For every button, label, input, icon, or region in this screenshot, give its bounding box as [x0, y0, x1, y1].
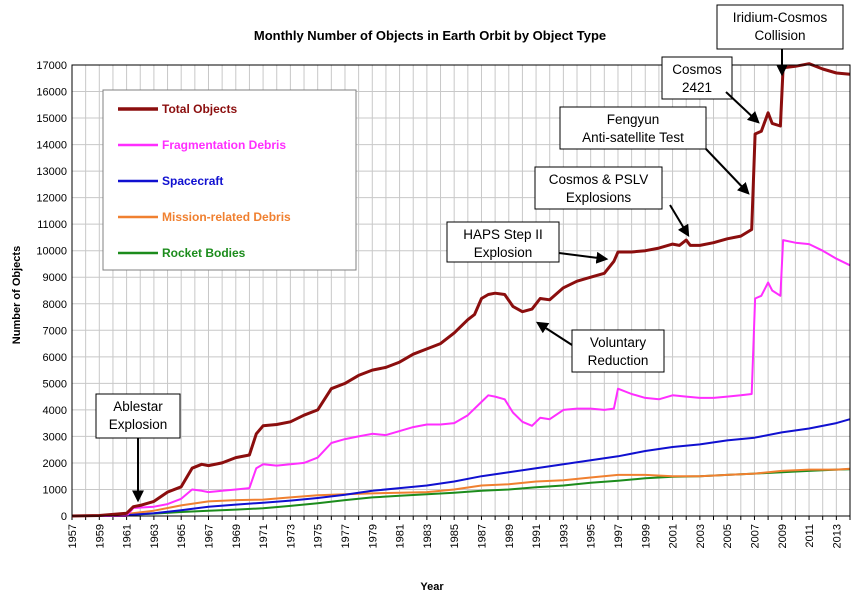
y-tick-label: 5000 — [43, 378, 67, 390]
x-tick-label: 1987 — [476, 524, 488, 548]
series-line-fragmentation-debris — [72, 239, 851, 517]
y-tick-label: 3000 — [43, 431, 67, 443]
annotation-box — [716, 4, 844, 50]
x-tick-label: 1995 — [586, 524, 598, 548]
plot-frame — [71, 64, 851, 517]
y-tick-label: 17000 — [36, 60, 67, 72]
y-tick-label: 4000 — [43, 405, 67, 417]
y-tick-label: 1000 — [43, 484, 67, 496]
annotation-text: Anti-satellite Test — [582, 130, 684, 145]
legend-label-mission-related-debris: Mission-related Debris — [162, 210, 291, 224]
y-tick-label: 14000 — [36, 140, 67, 152]
x-tick-label: 2009 — [777, 524, 789, 548]
annotation-arrow — [558, 251, 609, 264]
annotation-box — [446, 221, 560, 263]
annotation-text: Iridium-Cosmos — [733, 10, 828, 25]
annotation-box — [661, 56, 733, 100]
x-tick-label: 1985 — [449, 524, 461, 548]
x-tick-label: 1997 — [613, 524, 625, 548]
x-tick-label: 1959 — [94, 524, 106, 548]
annotation-text: HAPS Step II — [463, 227, 543, 242]
annotation-text: Explosion — [474, 245, 533, 260]
legend: Total Objects Fragmentation Debris Spacecr… — [102, 89, 357, 271]
annotation-box — [559, 106, 707, 150]
x-tick-label: 1973 — [285, 524, 297, 548]
x-axis: 1957 1959 1961 1963 1965 1967 1969 1971 1973 1975… — [67, 516, 851, 548]
x-tick-label: 1967 — [203, 524, 215, 548]
x-tick-label: 2013 — [831, 524, 843, 548]
annotation-text: Ablestar — [113, 399, 163, 414]
annotation-arrow — [669, 204, 690, 238]
y-tick-label: 16000 — [36, 87, 67, 99]
y-tick-label: 0 — [61, 511, 67, 523]
y-tick-label: 11000 — [37, 219, 67, 231]
y-tick-label: 2000 — [43, 458, 67, 470]
x-tick-label: 1983 — [422, 524, 434, 548]
x-tick-label: 2001 — [668, 524, 680, 548]
x-tick-label: 1999 — [640, 524, 652, 548]
legend-label-rocket-bodies: Rocket Bodies — [162, 246, 246, 260]
legend-label-total-objects: Total Objects — [162, 102, 237, 116]
x-tick-label: 1993 — [558, 524, 570, 548]
chart-title: Monthly Number of Objects in Earth Orbit… — [254, 28, 606, 43]
x-tick-label: 1991 — [531, 524, 543, 548]
annotation-text: Reduction — [588, 353, 649, 368]
y-tick-label: 6000 — [43, 352, 67, 364]
x-tick-label: 2003 — [695, 524, 707, 548]
x-tick-label: 1957 — [67, 524, 79, 548]
annotation-text: Voluntary — [590, 335, 647, 350]
x-axis-label: Year — [420, 581, 444, 593]
y-tick-label: 12000 — [36, 193, 67, 205]
legend-label-fragmentation-debris: Fragmentation Debris — [162, 138, 286, 152]
x-tick-label: 1981 — [395, 524, 407, 548]
y-tick-label: 13000 — [36, 166, 67, 178]
annotation-text: Fengyun — [607, 112, 660, 127]
series-line-spacecraft — [71, 418, 851, 517]
annotation-box — [95, 393, 181, 439]
x-tick-label: 1979 — [367, 524, 379, 548]
x-tick-label: 1963 — [149, 524, 161, 548]
y-axis-label: Number of Objects — [11, 246, 23, 344]
y-tick-label: 9000 — [43, 272, 67, 284]
y-tick-label: 15000 — [36, 113, 67, 125]
x-tick-label: 2005 — [722, 524, 734, 548]
annotation-arrow — [725, 91, 760, 124]
x-tick-label: 1975 — [313, 524, 325, 548]
annotation-text: Collision — [754, 28, 805, 43]
y-axis: 0 1000 2000 3000 4000 5000 6000 7000 8000 9000 100… — [36, 60, 67, 523]
annotations: Ablestar Explosion HAPS Step II Explosion Vo… — [95, 4, 844, 503]
x-tick-label: 1961 — [122, 524, 134, 548]
y-tick-label: 8000 — [43, 299, 67, 311]
x-tick-label: 1965 — [176, 524, 188, 548]
annotation-text: Explosion — [109, 417, 168, 432]
annotation-arrow — [535, 321, 573, 346]
x-tick-label: 1971 — [258, 524, 270, 548]
annotation-box — [571, 329, 665, 373]
annotation-text: Cosmos & PSLV — [549, 172, 649, 187]
legend-label-spacecraft: Spacecraft — [162, 174, 223, 188]
x-tick-label: 1989 — [504, 524, 516, 548]
annotation-arrow — [705, 148, 750, 195]
series-lines — [71, 62, 851, 518]
annotation-text: Cosmos — [672, 62, 722, 77]
x-tick-label: 2011 — [804, 524, 816, 548]
x-tick-label: 1969 — [231, 524, 243, 548]
x-tick-label: 1977 — [340, 524, 352, 548]
y-tick-label: 10000 — [36, 246, 67, 258]
series-line-total-objects — [71, 62, 851, 518]
annotation-text: 2421 — [682, 80, 712, 95]
series-line-mission-related-debris — [71, 467, 851, 517]
annotation-text: Explosions — [566, 190, 632, 205]
x-tick-label: 2007 — [749, 524, 761, 548]
annotation-box — [534, 166, 663, 210]
y-tick-label: 7000 — [43, 325, 67, 337]
